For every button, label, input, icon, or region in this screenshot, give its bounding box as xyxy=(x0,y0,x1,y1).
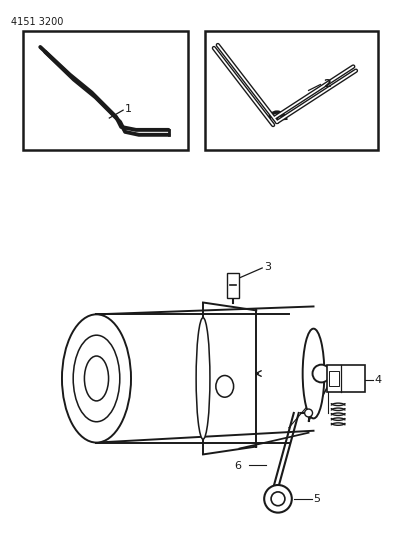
Ellipse shape xyxy=(304,409,312,417)
Text: 2: 2 xyxy=(323,78,330,88)
Text: 6: 6 xyxy=(234,461,241,471)
Bar xyxy=(204,31,377,150)
Text: 5: 5 xyxy=(313,494,320,504)
Ellipse shape xyxy=(196,318,209,439)
Bar xyxy=(226,273,238,297)
Bar xyxy=(22,31,188,150)
Text: 4151 3200: 4151 3200 xyxy=(11,18,63,27)
Ellipse shape xyxy=(215,376,233,397)
Ellipse shape xyxy=(270,492,284,506)
Ellipse shape xyxy=(312,365,330,382)
Text: 1: 1 xyxy=(125,104,132,114)
Bar xyxy=(328,370,338,386)
Ellipse shape xyxy=(62,314,131,442)
Text: 4: 4 xyxy=(374,375,381,385)
Ellipse shape xyxy=(263,485,291,513)
Ellipse shape xyxy=(84,356,108,401)
Text: 3: 3 xyxy=(263,262,270,272)
Ellipse shape xyxy=(302,329,324,418)
Bar xyxy=(326,365,364,392)
Ellipse shape xyxy=(73,335,119,422)
